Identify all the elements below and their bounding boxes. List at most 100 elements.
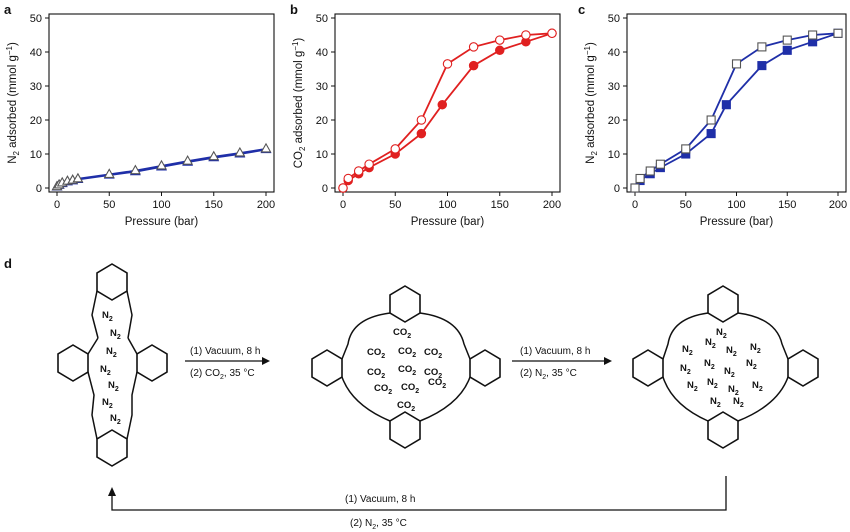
gas-label: N2 — [102, 310, 113, 323]
data-point-desorption — [630, 183, 640, 193]
chart-b: 0 50 100 150 200 0 10 20 30 40 50 Pressure (bar) CO2… — [291, 13, 561, 228]
benzene-ring-top — [389, 285, 421, 323]
y-tick-label: 0 — [36, 183, 42, 195]
x-tick-label: 100 — [727, 199, 745, 211]
data-point-desorption — [338, 183, 348, 193]
y-tick-label: 20 — [316, 115, 328, 127]
x-tick-label: 200 — [543, 199, 561, 211]
y-tick-label: 40 — [316, 47, 328, 59]
data-point-desorption — [364, 159, 374, 169]
data-point-adsorption — [782, 45, 792, 55]
x-tick-label: 100 — [438, 199, 456, 211]
return-arrow-head — [108, 487, 116, 496]
y-tick-label: 30 — [30, 81, 42, 93]
arrow-1-condition-1: (1) Vacuum, 8 h — [190, 346, 260, 357]
data-point-desorption — [645, 166, 655, 176]
bridge-bonds — [662, 312, 789, 422]
gas-label: N2 — [108, 380, 119, 393]
gas-label: CO2 — [398, 364, 416, 377]
gas-label: N2 — [724, 366, 735, 379]
benzene-ring-bottom — [96, 429, 128, 467]
y-tick-label: 40 — [30, 47, 42, 59]
data-point-adsorption — [416, 128, 427, 139]
data-point-desorption — [72, 172, 84, 183]
y-tick-label: 50 — [30, 13, 42, 25]
gas-label: N2 — [704, 358, 715, 371]
benzene-ring-right — [136, 344, 168, 382]
data-point-desorption — [390, 144, 400, 154]
y-axis-label: CO2 adsorbed (mmol g−1) — [291, 38, 307, 169]
x-tick-label: 50 — [389, 199, 401, 211]
gas-label: CO2 — [428, 377, 446, 390]
data-point-desorption — [494, 35, 505, 45]
y-tick-label: 10 — [608, 149, 620, 161]
data-point-desorption — [260, 142, 272, 153]
y-tick-label: 20 — [30, 115, 42, 127]
gas-label: CO2 — [393, 327, 411, 340]
x-tick-label: 50 — [103, 199, 115, 211]
x-tick-label: 150 — [205, 199, 223, 211]
return-condition-2: (2) N2, 35 °C — [350, 518, 407, 531]
y-tick-label: 30 — [608, 81, 620, 93]
gas-label: N2 — [726, 345, 737, 358]
y-axis-label: N2 adsorbed (mmol g−1) — [583, 42, 599, 164]
benzene-ring-left — [632, 349, 664, 387]
data-point-desorption — [353, 166, 364, 176]
bridge-bonds — [341, 312, 471, 422]
data-point-desorption — [681, 144, 691, 154]
arrow-1-condition-2: (2) CO2, 35 °C — [190, 368, 255, 381]
gas-label: N2 — [680, 363, 691, 376]
y-tick-label: 0 — [614, 183, 620, 195]
x-axis-label: Pressure (bar) — [700, 216, 774, 228]
benzene-ring-right — [469, 349, 501, 387]
gas-label: N2 — [102, 397, 113, 410]
y-tick-label: 30 — [316, 81, 328, 93]
x-tick-label: 200 — [257, 199, 275, 211]
x-tick-label: 150 — [778, 199, 796, 211]
data-point-desorption — [521, 30, 531, 40]
data-point-desorption — [635, 173, 645, 184]
data-point-adsorption — [437, 99, 448, 110]
gas-label: N2 — [687, 380, 698, 393]
x-tick-label: 0 — [632, 199, 638, 211]
chart-a: 0 50 100 150 200 0 10 20 30 40 50 Pressure (bar) N2 … — [5, 13, 275, 228]
return-condition-1: (1) Vacuum, 8 h — [345, 494, 415, 505]
x-tick-label: 50 — [680, 199, 692, 211]
benzene-ring-left — [57, 344, 89, 382]
benzene-ring-bottom — [389, 411, 421, 449]
data-point-desorption — [706, 115, 716, 125]
bridge-bonds — [87, 290, 138, 440]
data-point-desorption — [156, 159, 167, 170]
gas-label: N2 — [733, 396, 744, 409]
x-axis-label: Pressure (bar) — [411, 216, 485, 228]
gas-label: N2 — [682, 344, 693, 357]
data-point-desorption — [468, 42, 479, 52]
scheme-d: N2 N2 N2 N2 N2 N2 N2 (1) Vacuum, 8 h (2) CO2, … — [57, 263, 819, 531]
gas-label: CO2 — [367, 367, 385, 380]
benzene-ring-top — [96, 263, 128, 301]
panel-letter-b: b — [290, 2, 298, 17]
x-tick-label: 200 — [829, 199, 847, 211]
series-line-adsorption — [634, 32, 839, 189]
x-tick-label: 150 — [491, 199, 509, 211]
data-point-desorption — [129, 164, 141, 175]
arrow-2-condition-1: (1) Vacuum, 8 h — [520, 346, 590, 357]
gas-label: CO2 — [424, 367, 442, 380]
gas-label: N2 — [707, 377, 718, 390]
gas-label: CO2 — [367, 347, 385, 360]
panel-letter-c: c — [578, 2, 585, 17]
arrow-2-condition-2: (2) N2, 35 °C — [520, 368, 577, 381]
gas-label: N2 — [710, 396, 721, 409]
data-point-adsorption — [757, 61, 767, 71]
return-arrow-line — [111, 476, 727, 511]
data-point-desorption — [731, 59, 742, 69]
panel-letter-a: a — [4, 2, 12, 17]
data-point-adsorption — [494, 45, 505, 56]
y-tick-label: 0 — [322, 183, 328, 195]
data-point-desorption — [182, 155, 194, 165]
